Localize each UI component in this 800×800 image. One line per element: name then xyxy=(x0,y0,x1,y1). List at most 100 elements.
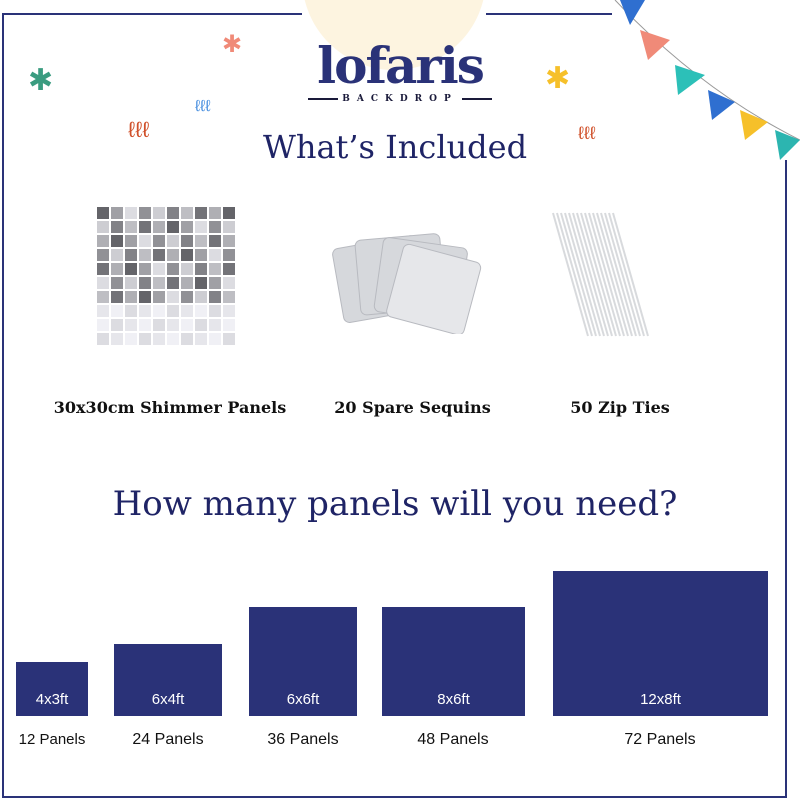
zip-tie-strand xyxy=(568,212,605,337)
sequin-tile xyxy=(111,319,123,331)
sequin-tile xyxy=(139,263,151,275)
sequin-tile xyxy=(139,207,151,219)
zip-tie-strand xyxy=(576,212,613,337)
sequin-tile xyxy=(97,221,109,233)
border-bottom xyxy=(2,796,787,798)
included-item-zipties: 50 Zip Ties xyxy=(570,398,670,417)
zip-tie-strand xyxy=(580,212,617,337)
sequin-tile xyxy=(181,291,193,303)
sequin-tile xyxy=(195,291,207,303)
sequin-tile xyxy=(153,305,165,317)
sequin-tile xyxy=(125,319,137,331)
sequin-tile xyxy=(125,207,137,219)
sequin-tile xyxy=(139,249,151,261)
sequin-tile xyxy=(223,333,235,345)
size-box-4x3: 4x3ft xyxy=(16,662,88,716)
sequin-tile xyxy=(195,249,207,261)
squiggle-red-icon: ℓℓℓ xyxy=(578,123,596,143)
sequin-tile xyxy=(153,277,165,289)
sequin-tile xyxy=(139,305,151,317)
sequin-tile xyxy=(209,277,221,289)
zip-tie-strand xyxy=(592,212,629,337)
included-title: What’s Included xyxy=(262,128,528,166)
sequin-tile xyxy=(97,333,109,345)
sequin-tile xyxy=(167,249,179,261)
zip-tie-strand xyxy=(552,212,589,337)
sequin-tile xyxy=(223,319,235,331)
sequin-tile xyxy=(209,235,221,247)
border-right xyxy=(785,160,787,798)
zip-tie-strand xyxy=(584,212,621,337)
sequin-tile xyxy=(195,319,207,331)
sequin-tile xyxy=(181,221,193,233)
zip-tie-strand xyxy=(600,212,637,337)
sequins-image xyxy=(332,233,482,334)
sequin-tile xyxy=(139,277,151,289)
sequin-tile xyxy=(153,207,165,219)
sequin-tile xyxy=(111,291,123,303)
sequin-tile xyxy=(181,333,193,345)
zip-ties-image xyxy=(552,212,649,337)
sequin-tile xyxy=(195,277,207,289)
sequin-tile xyxy=(223,263,235,275)
size-box-6x4: 6x4ft xyxy=(114,644,222,716)
sequin-tile xyxy=(97,263,109,275)
sequin-tile xyxy=(209,249,221,261)
sequin-tile xyxy=(125,333,137,345)
logo-tagline: BACKDROP xyxy=(342,94,458,104)
sequin-tile xyxy=(223,291,235,303)
sequin-tile xyxy=(139,291,151,303)
zip-tie-strand xyxy=(556,212,593,337)
sequin-tile xyxy=(223,249,235,261)
sequin-tile xyxy=(153,291,165,303)
sequin-tile xyxy=(195,263,207,275)
sequin-tile xyxy=(209,333,221,345)
sequin-tile xyxy=(111,207,123,219)
sequin-tile xyxy=(167,277,179,289)
size-box-8x6: 8x6ft xyxy=(382,607,525,716)
asterisk-green-icon: ✱ xyxy=(28,64,54,97)
border-top-left xyxy=(2,13,302,15)
sequin-tile xyxy=(181,305,193,317)
sequin-tile xyxy=(153,249,165,261)
sequin-tile xyxy=(181,207,193,219)
sequin-tile xyxy=(223,235,235,247)
sequin-tile xyxy=(111,221,123,233)
sequin-tile xyxy=(167,319,179,331)
sequin-tile xyxy=(195,235,207,247)
border-top-right xyxy=(486,13,612,15)
sequin-tile xyxy=(97,291,109,303)
sequin-tile xyxy=(167,333,179,345)
sequin-tile xyxy=(223,207,235,219)
sequin-tile xyxy=(167,305,179,317)
panels-label-12: 12 Panels xyxy=(18,731,86,748)
sequin-tile xyxy=(209,319,221,331)
sequin-tile xyxy=(167,221,179,233)
sequin-tile xyxy=(111,235,123,247)
sequin-tile xyxy=(153,221,165,233)
sequin-tile xyxy=(209,263,221,275)
sequin-tile xyxy=(97,207,109,219)
sequin-tile xyxy=(111,333,123,345)
sequin-tile xyxy=(209,221,221,233)
sequin-tile xyxy=(139,235,151,247)
zip-tie-strand xyxy=(604,212,641,337)
zip-tie-strand xyxy=(588,212,625,337)
panels-label-24: 24 Panels xyxy=(132,731,204,748)
sequin-tile xyxy=(209,305,221,317)
shimmer-panel-image xyxy=(97,207,235,345)
sequin-tile xyxy=(125,305,137,317)
zip-tie-strand xyxy=(608,212,645,337)
sequin-tile xyxy=(97,277,109,289)
size-box-12x8: 12x8ft xyxy=(553,571,768,716)
sequin-tile xyxy=(97,319,109,331)
zip-tie-strand xyxy=(572,212,609,337)
squiggle-blue-icon: ℓℓℓ xyxy=(195,98,211,115)
sequin-tile xyxy=(181,263,193,275)
sequin-tile xyxy=(223,305,235,317)
sequin-tile xyxy=(195,305,207,317)
zip-tie-strand xyxy=(564,212,601,337)
sequin-tile xyxy=(209,291,221,303)
sequin-tile xyxy=(125,277,137,289)
size-box-6x6: 6x6ft xyxy=(249,607,357,716)
